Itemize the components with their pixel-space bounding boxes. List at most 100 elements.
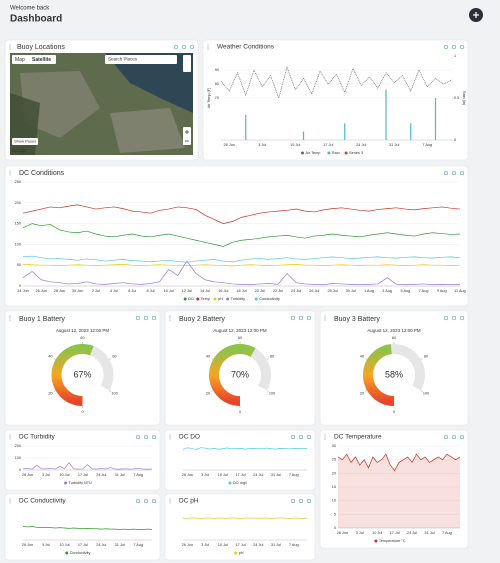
drag-handle	[9, 434, 11, 436]
x-tick-label: 31 Jul	[389, 143, 399, 147]
gauge-tick-label: 0	[239, 410, 241, 414]
panel-title: DC Turbidity	[19, 434, 56, 441]
panel-icon[interactable]	[443, 434, 449, 440]
panel-icon[interactable]	[443, 315, 449, 321]
gauge-tick-label: 100	[423, 392, 429, 396]
legend-swatch	[183, 297, 187, 301]
zoom-control[interactable]	[183, 127, 191, 145]
panel-icon[interactable]	[173, 44, 179, 50]
panel-icon[interactable]	[451, 434, 457, 440]
panel-icon[interactable]	[290, 315, 296, 321]
drag-handle	[207, 48, 209, 50]
panel-icon[interactable]	[189, 44, 195, 50]
gauge-tick	[53, 390, 56, 392]
series-area	[338, 454, 460, 528]
legend-swatch	[65, 551, 69, 555]
x-tick-label: 31 Jul	[424, 531, 434, 535]
drag-handle	[324, 319, 326, 321]
gauge-tick-label: 0	[393, 410, 395, 414]
panel-icon[interactable]	[459, 170, 465, 176]
x-tick-label: 10 Jul	[59, 543, 69, 547]
panel-icon[interactable]	[143, 434, 149, 440]
gauge-value-arc	[209, 344, 256, 406]
page-title: Dashboard	[10, 14, 62, 25]
search-placeholder[interactable]: Search Places	[108, 57, 138, 62]
panel-icon[interactable]	[298, 498, 304, 504]
panel-icon[interactable]	[459, 315, 465, 321]
panel-icon[interactable]	[459, 434, 465, 440]
x-tick-label: 7 Aug	[442, 531, 452, 535]
gauge-tick	[266, 358, 269, 360]
locate-button[interactable]	[183, 55, 191, 72]
add-icon[interactable]	[473, 12, 479, 18]
panel-icon[interactable]	[181, 44, 187, 50]
gauge-date: August 12, 2023 12:00 PM	[56, 328, 110, 333]
gauge-tick	[365, 390, 368, 392]
panel-icon[interactable]	[151, 315, 157, 321]
gauge-tick-label: 60	[238, 336, 242, 340]
drag-handle	[169, 434, 171, 436]
panel-icon[interactable]	[135, 434, 141, 440]
panel-icon[interactable]	[151, 434, 157, 440]
panel-icon[interactable]	[451, 315, 457, 321]
x-tick-label: 7 Aug	[133, 543, 143, 547]
show-button-label[interactable]: Show Poses	[14, 139, 36, 144]
x-tick-label: 31 Jul	[271, 473, 281, 477]
panel-icon[interactable]	[443, 170, 449, 176]
map-water	[105, 53, 193, 113]
bar	[385, 89, 387, 140]
panel-icon[interactable]	[306, 498, 312, 504]
panel-icon[interactable]	[298, 434, 304, 440]
map-tabs	[12, 55, 56, 64]
add-button[interactable]	[469, 8, 483, 22]
drag-handle	[9, 170, 11, 172]
drag-handle	[207, 44, 209, 46]
x-tick-label: 7 Aug	[289, 473, 299, 477]
panel-icon[interactable]	[143, 498, 149, 504]
x-tick-label: 5 Aug	[401, 289, 411, 293]
show-button[interactable]	[12, 138, 38, 145]
panel	[4, 310, 161, 426]
x-tick-label: 26 Jul	[309, 289, 319, 293]
panel-icon[interactable]	[135, 498, 141, 504]
x-tick-label: 24 Jul	[291, 289, 301, 293]
panel-icon[interactable]	[143, 315, 149, 321]
panel-icon[interactable]	[151, 498, 157, 504]
x-tick-label: 31 Jul	[271, 543, 281, 547]
legend-swatch	[327, 151, 331, 155]
drag-handle	[9, 44, 11, 46]
panel-icon[interactable]	[443, 44, 449, 50]
y-tick-label: 30	[332, 444, 336, 448]
legend-label: Conductivity	[70, 551, 91, 555]
panel-icon[interactable]	[451, 170, 457, 176]
x-tick-label: 7 Aug	[419, 289, 429, 293]
panel-icon[interactable]	[290, 434, 296, 440]
panel	[164, 493, 316, 561]
panel-icon[interactable]	[306, 434, 312, 440]
drag-handle	[9, 48, 11, 50]
legend-swatch	[301, 151, 304, 155]
panel-icon[interactable]	[135, 315, 141, 321]
gauge-value-arc	[51, 344, 94, 406]
x-tick-label: 4 Jul	[110, 289, 118, 293]
y-tick-label: 200	[15, 201, 21, 205]
panel-icon[interactable]	[306, 315, 312, 321]
panel	[4, 429, 161, 491]
panel-icon[interactable]	[298, 315, 304, 321]
gauge-tick	[109, 358, 112, 360]
drag-handle	[169, 502, 171, 504]
panel-icon[interactable]	[290, 498, 296, 504]
y-axis-label: Air Temp (F)	[207, 87, 211, 109]
map-tab[interactable]: Satellite	[32, 57, 51, 63]
x-tick-label: 24 Jul	[96, 543, 106, 547]
y-tick-label: 50	[17, 263, 21, 267]
x-tick-label: 14 Jul	[200, 289, 210, 293]
x-tick-label: 17 Jul	[236, 473, 246, 477]
map-tab[interactable]: Map	[15, 57, 25, 63]
drag-handle	[9, 174, 11, 176]
panel-icon[interactable]	[451, 44, 457, 50]
bar	[302, 131, 305, 140]
x-tick-label: 26 Jun	[182, 543, 193, 547]
panel-icon[interactable]	[459, 44, 465, 50]
x-tick-label: 26 Jun	[22, 543, 33, 547]
